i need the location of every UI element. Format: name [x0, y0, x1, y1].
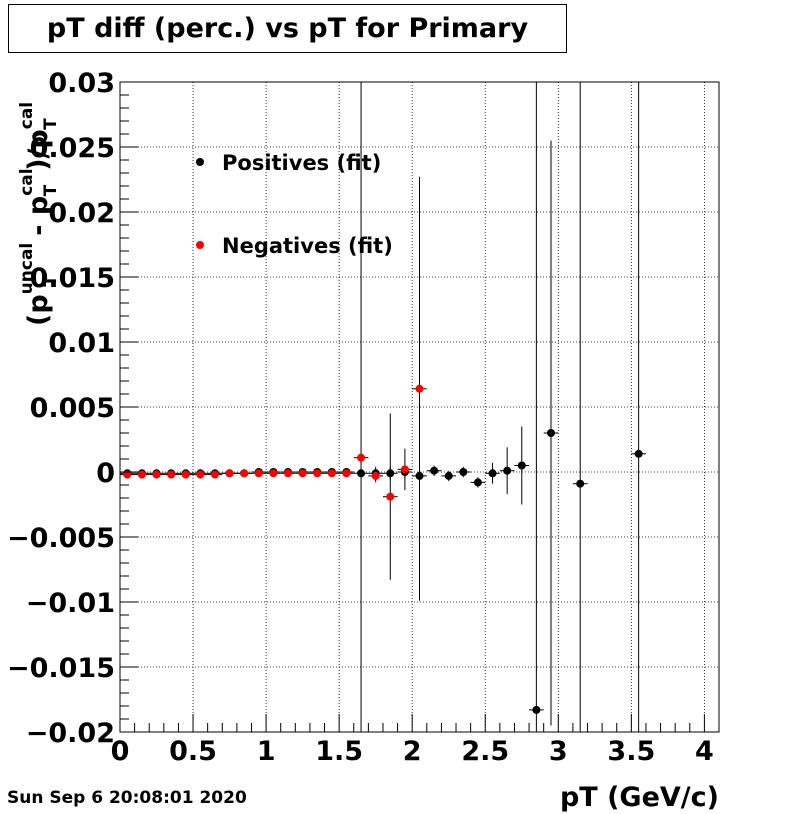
data-point	[327, 469, 336, 478]
y-tick-label: −0.005	[7, 523, 115, 554]
ylabel-minus: - p	[23, 196, 54, 245]
data-point	[546, 429, 555, 437]
data-point	[152, 470, 161, 479]
legend: Positives (fit) Negatives (fit)	[196, 151, 393, 258]
data-point	[210, 470, 219, 479]
x-tick-label: 2.5	[461, 736, 509, 767]
x-tick-label: 1.5	[315, 736, 363, 767]
chart-title: pT diff (perc.) vs pT for Primary	[46, 13, 529, 44]
data-point	[400, 465, 409, 474]
data-point	[284, 469, 293, 478]
y-axis-label: (puncal T - pcal T)/pcal T	[17, 102, 61, 326]
data-point	[634, 449, 643, 458]
x-axis-label: pT (GeV/c)	[560, 782, 719, 813]
data-point	[473, 478, 482, 487]
data-point	[371, 471, 380, 480]
x-tick-label: 3.5	[607, 736, 655, 767]
data-point	[196, 470, 205, 479]
ylabel-sub1: T	[41, 275, 61, 287]
data-point	[269, 469, 278, 478]
data-point	[459, 468, 468, 476]
y-tick-label: 0.03	[48, 68, 115, 99]
data-point	[532, 705, 541, 714]
y-tick-label: −0.015	[7, 653, 115, 684]
tick-labels: 0 0.5 1 1.5 2 2.5 3 3.5 4 −0.02 −0.015 −0.01 −0.005 0…	[7, 68, 714, 767]
y-tick-label: 0.025	[30, 133, 115, 164]
x-tick-label: 4	[695, 736, 714, 767]
data-point	[357, 469, 366, 478]
legend-marker	[196, 241, 204, 249]
data-point	[488, 469, 497, 478]
data-point	[181, 470, 190, 479]
y-tick-label: 0.005	[30, 393, 115, 424]
axis-ticks	[119, 81, 720, 733]
x-tick-label: 1	[257, 736, 276, 767]
data-point	[576, 479, 585, 488]
timestamp: Sun Sep 6 20:08:01 2020	[7, 788, 247, 808]
legend-marker	[196, 158, 204, 166]
ylabel-sup2: cal	[17, 168, 37, 195]
x-tick-label: 0.5	[169, 736, 217, 767]
data-point	[415, 384, 424, 393]
y-tick-label: 0.01	[48, 328, 115, 359]
ylabel-open: (p	[23, 294, 54, 326]
x-tick-label: 2	[403, 736, 422, 767]
data-point	[415, 471, 424, 480]
ylabel-sub2: T	[41, 184, 61, 196]
data-point	[240, 469, 249, 478]
y-tick-label: −0.02	[26, 718, 115, 749]
ylabel-sub3: T	[41, 118, 61, 130]
data-point	[357, 453, 366, 462]
y-tick-label: 0.015	[30, 263, 115, 294]
y-tick-label: −0.01	[26, 588, 115, 619]
data-point	[444, 471, 453, 480]
data-points	[123, 384, 643, 714]
y-tick-label: 0	[96, 458, 115, 489]
x-tick-label: 0	[111, 736, 130, 767]
legend-label: Negatives (fit)	[222, 234, 393, 258]
legend-label: Positives (fit)	[222, 151, 381, 175]
ylabel-sup1: uncal	[17, 243, 37, 295]
chart-title-box: pT diff (perc.) vs pT for Primary	[8, 4, 567, 53]
data-point	[167, 470, 176, 479]
data-point	[386, 469, 395, 478]
data-point	[225, 469, 234, 478]
data-point	[254, 469, 263, 478]
data-point	[298, 469, 307, 478]
ylabel-sup3: cal	[17, 102, 37, 129]
data-point	[386, 492, 395, 501]
data-point	[517, 461, 526, 470]
data-point	[137, 470, 146, 479]
data-point	[342, 469, 351, 478]
data-point	[503, 466, 512, 475]
x-tick-label: 3	[549, 736, 568, 767]
data-point	[430, 466, 439, 475]
ylabel-close: )/p	[23, 129, 54, 171]
data-point	[313, 469, 322, 478]
y-tick-label: 0.02	[48, 198, 115, 229]
data-point	[123, 470, 132, 479]
